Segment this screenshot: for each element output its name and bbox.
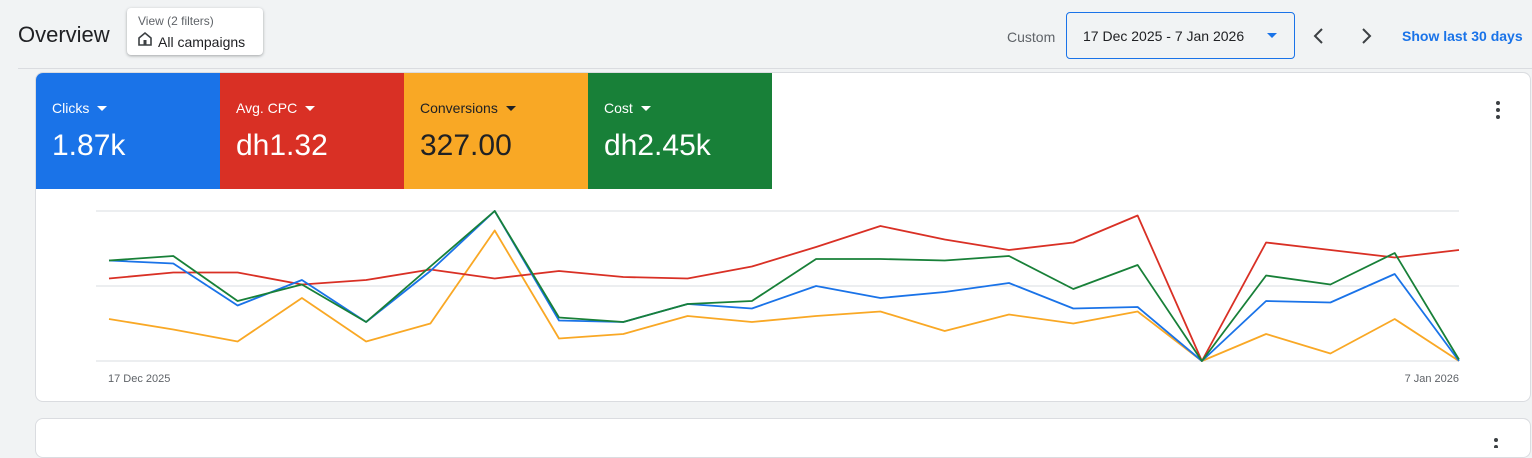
chevron-left-icon bbox=[1313, 28, 1323, 44]
show-last-30-days-link[interactable]: Show last 30 days bbox=[1402, 28, 1523, 44]
previous-period-button[interactable] bbox=[1307, 24, 1331, 48]
view-filter-label: All campaigns bbox=[158, 33, 246, 50]
metric-value: 327.00 bbox=[420, 129, 512, 162]
series-line bbox=[108, 229, 1460, 362]
metric-name: Avg. CPC bbox=[236, 100, 298, 116]
performance-card: Clicks 1.87k Avg. CPC dh1.32 Conversions… bbox=[35, 72, 1531, 402]
metric-tile-clicks[interactable]: Clicks 1.87k bbox=[36, 73, 220, 189]
metric-name: Cost bbox=[604, 100, 633, 116]
caret-down-icon bbox=[1267, 33, 1277, 38]
metric-tile-cost[interactable]: Cost dh2.45k bbox=[588, 73, 772, 189]
performance-line-chart: 17 Dec 2025 7 Jan 2026 bbox=[96, 210, 1460, 385]
building-icon bbox=[137, 31, 153, 52]
secondary-card bbox=[35, 418, 1531, 458]
date-range-value: 17 Dec 2025 - 7 Jan 2026 bbox=[1083, 28, 1245, 44]
series-line bbox=[108, 210, 1460, 362]
metric-value: dh1.32 bbox=[236, 129, 328, 162]
date-range-dropdown[interactable]: 17 Dec 2025 - 7 Jan 2026 bbox=[1066, 12, 1295, 59]
page-title: Overview bbox=[18, 22, 110, 47]
more-options-icon[interactable] bbox=[1496, 101, 1500, 119]
header-divider bbox=[18, 68, 1532, 69]
x-axis-start-label: 17 Dec 2025 bbox=[108, 373, 170, 385]
metric-name: Clicks bbox=[52, 100, 90, 116]
x-axis-end-label: 7 Jan 2026 bbox=[1405, 373, 1459, 385]
metric-tile-avg-cpc[interactable]: Avg. CPC dh1.32 bbox=[220, 73, 404, 189]
date-mode-label: Custom bbox=[1007, 29, 1056, 45]
more-options-icon[interactable] bbox=[1494, 435, 1498, 449]
dropdown-arrow-icon bbox=[305, 105, 316, 111]
metric-name: Conversions bbox=[420, 100, 498, 116]
metric-value: 1.87k bbox=[52, 129, 126, 162]
view-filter-caption: View (2 filters) bbox=[138, 14, 214, 28]
chevron-right-icon bbox=[1362, 28, 1372, 44]
series-line bbox=[108, 214, 1460, 362]
metric-tile-conversions[interactable]: Conversions 327.00 bbox=[404, 73, 588, 189]
dropdown-arrow-icon bbox=[97, 105, 108, 111]
next-period-button[interactable] bbox=[1354, 24, 1378, 48]
metric-value: dh2.45k bbox=[604, 129, 711, 162]
series-line bbox=[108, 210, 1460, 362]
view-filter-button[interactable]: View (2 filters) All campaigns bbox=[127, 8, 263, 55]
dropdown-arrow-icon bbox=[640, 105, 651, 111]
overview-header: Overview View (2 filters) All campaigns … bbox=[0, 0, 1532, 68]
dropdown-arrow-icon bbox=[505, 105, 516, 111]
